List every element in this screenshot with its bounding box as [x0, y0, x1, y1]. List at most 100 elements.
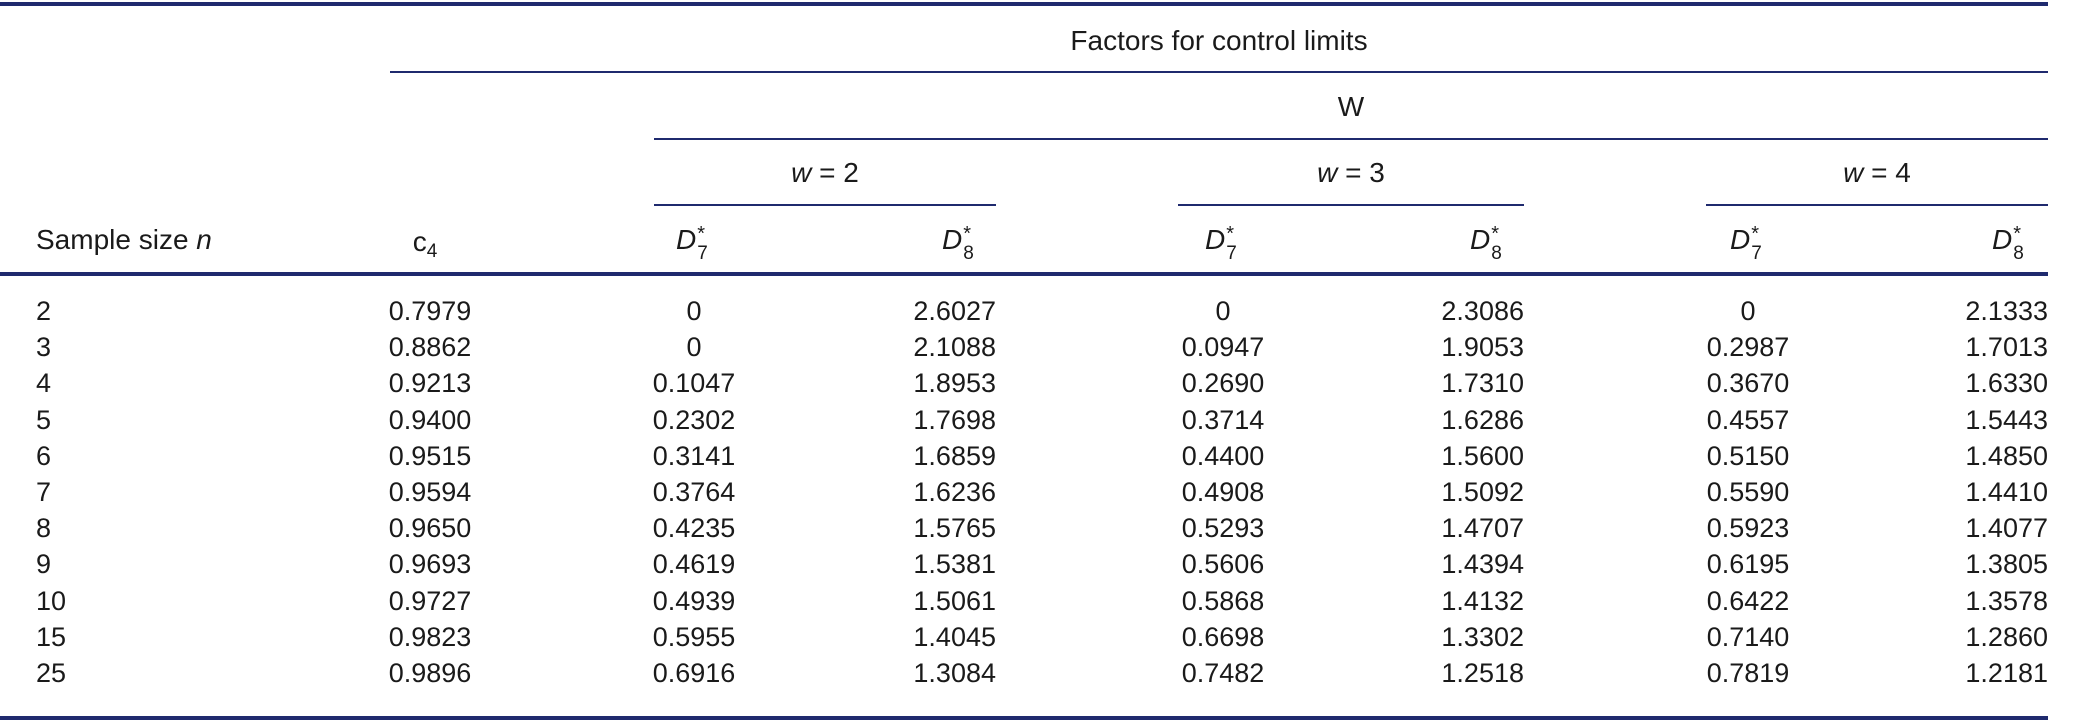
bottom-rule	[0, 716, 2048, 720]
d8-w4-cell: 1.5443	[1965, 404, 2048, 435]
d7-w2-cell: 0.1047	[652, 368, 736, 399]
w2-heading: w = 2	[791, 156, 859, 190]
d8-w3-cell: 1.6286	[1441, 404, 1524, 435]
w-eq: =	[1337, 157, 1370, 188]
d8-w4-cell: 1.2860	[1965, 621, 2048, 652]
sample-size-cell: 6	[36, 440, 52, 471]
d7-w3-cell: 0	[1215, 296, 1231, 326]
d8-w2-cell: 1.5765	[913, 513, 996, 544]
d8-w2-cell: 1.4045	[913, 621, 996, 652]
d8-w4-cell: 1.3805	[1965, 549, 2048, 580]
d7-header-w4: D * 7	[1730, 223, 1762, 264]
d7-w3-cell: 0.4908	[1181, 477, 1265, 507]
d7-w2-cell: 0.4235	[652, 513, 736, 544]
w4-group-rule	[1706, 204, 2048, 206]
c4-cell: 0.9896	[388, 658, 472, 688]
d7-w4-cell: 0.7140	[1706, 621, 1790, 652]
w-var: w	[1843, 157, 1864, 188]
d8-w3-cell: 1.4394	[1441, 549, 1524, 580]
d8-w3-cell: 1.2518	[1441, 658, 1524, 688]
sample-size-cell: 8	[36, 513, 52, 544]
d8-w3-cell: 1.5092	[1441, 477, 1524, 507]
d7-w3-cell: 0.5868	[1181, 585, 1265, 616]
d7-w4-cell: 0.5150	[1706, 440, 1790, 471]
d8-w2-cell: 2.1088	[913, 332, 996, 363]
d8-w2-cell: 2.6027	[913, 296, 996, 326]
sample-size-var: n	[196, 224, 212, 255]
w2-group-rule	[654, 204, 996, 206]
d7-w2-cell: 0.6916	[652, 658, 736, 688]
d8-header-w2: D * 8	[942, 223, 974, 264]
d7-w3-cell: 0.5293	[1181, 513, 1265, 544]
d7-w4-cell: 0.7819	[1706, 658, 1790, 688]
sample-size-cell: 7	[36, 477, 52, 507]
w4-heading: w = 4	[1843, 156, 1911, 190]
d7-w4-cell: 0.3670	[1706, 368, 1790, 399]
sample-size-cell: 2	[36, 296, 52, 326]
c4-cell: 0.7979	[388, 296, 472, 326]
d8-w4-cell: 1.4077	[1965, 513, 2048, 544]
d7-w2-cell: 0.5955	[652, 621, 736, 652]
d8-w4-cell: 1.4410	[1965, 477, 2048, 507]
d8-w3-cell: 1.7310	[1441, 368, 1524, 399]
d7-header-w2: D * 7	[676, 223, 708, 264]
top-rule	[0, 2, 2048, 6]
d7-w4-cell: 0.5923	[1706, 513, 1790, 544]
d7-w3-cell: 0.6698	[1181, 621, 1265, 652]
factors-group-title: Factors for control limits	[1070, 25, 1368, 56]
c4-cell: 0.9693	[388, 549, 472, 580]
d8-w2-cell: 1.3084	[913, 658, 996, 688]
sample-size-cell: 15	[36, 621, 67, 652]
d7-w2-cell: 0	[686, 296, 702, 326]
factors-group-rule	[390, 71, 2048, 73]
w3-heading: w = 3	[1317, 156, 1385, 190]
header-bottom-rule	[0, 272, 2048, 276]
d7-w4-cell: 0.4557	[1706, 404, 1790, 435]
d8-w2-cell: 1.5061	[913, 585, 996, 616]
d8-w4-cell: 1.2181	[1965, 658, 2048, 688]
d8-w3-cell: 1.4707	[1441, 513, 1524, 544]
d7-w4-cell: 0.6422	[1706, 585, 1790, 616]
c4-cell: 0.9213	[388, 368, 472, 399]
w3-group-rule	[1178, 204, 1524, 206]
w-group-title: W	[1337, 91, 1365, 122]
d8-w2-cell: 1.6236	[913, 477, 996, 507]
sample-size-cell: 3	[36, 332, 52, 363]
w-val: 2	[843, 157, 859, 188]
d7-w2-cell: 0	[686, 332, 702, 363]
sample-size-label: Sample size	[36, 224, 197, 255]
sample-size-cell: 10	[36, 585, 67, 616]
c4-cell: 0.9650	[388, 513, 472, 544]
d7-w4-cell: 0.6195	[1706, 549, 1790, 580]
w-var: w	[1317, 157, 1338, 188]
d7-w3-cell: 0.2690	[1181, 368, 1265, 399]
d8-w4-cell: 1.7013	[1965, 332, 2048, 363]
d7-w4-cell: 0.5590	[1706, 477, 1790, 507]
d8-w3-cell: 1.5600	[1441, 440, 1524, 471]
d8-w3-cell: 2.3086	[1441, 296, 1524, 326]
sample-size-cell: 9	[36, 549, 52, 580]
d7-w2-cell: 0.2302	[652, 404, 736, 435]
d7-w3-cell: 0.5606	[1181, 549, 1265, 580]
d8-w4-cell: 1.6330	[1965, 368, 2048, 399]
d7-w4-cell: 0.2987	[1706, 332, 1790, 363]
d7-w2-cell: 0.3764	[652, 477, 736, 507]
d8-w2-cell: 1.7698	[913, 404, 996, 435]
d7-w3-cell: 0.3714	[1181, 404, 1265, 435]
d8-w2-cell: 1.5381	[913, 549, 996, 580]
d8-header-w4: D * 8	[1992, 223, 2024, 264]
w-eq: =	[1863, 157, 1896, 188]
sample-size-cell: 4	[36, 368, 52, 399]
c4-cell: 0.9594	[388, 477, 472, 507]
sample-size-cell: 25	[36, 658, 67, 688]
d8-w3-cell: 1.4132	[1441, 585, 1524, 616]
sample-size-header: Sample size n	[36, 223, 212, 257]
w-val: 4	[1895, 157, 1911, 188]
d8-w3-cell: 1.9053	[1441, 332, 1524, 363]
w-var: w	[791, 157, 812, 188]
d8-w2-cell: 1.6859	[913, 440, 996, 471]
d8-w2-cell: 1.8953	[913, 368, 996, 399]
d7-w4-cell: 0	[1740, 296, 1756, 326]
w-group-rule	[654, 138, 2048, 140]
w-val: 3	[1369, 157, 1385, 188]
